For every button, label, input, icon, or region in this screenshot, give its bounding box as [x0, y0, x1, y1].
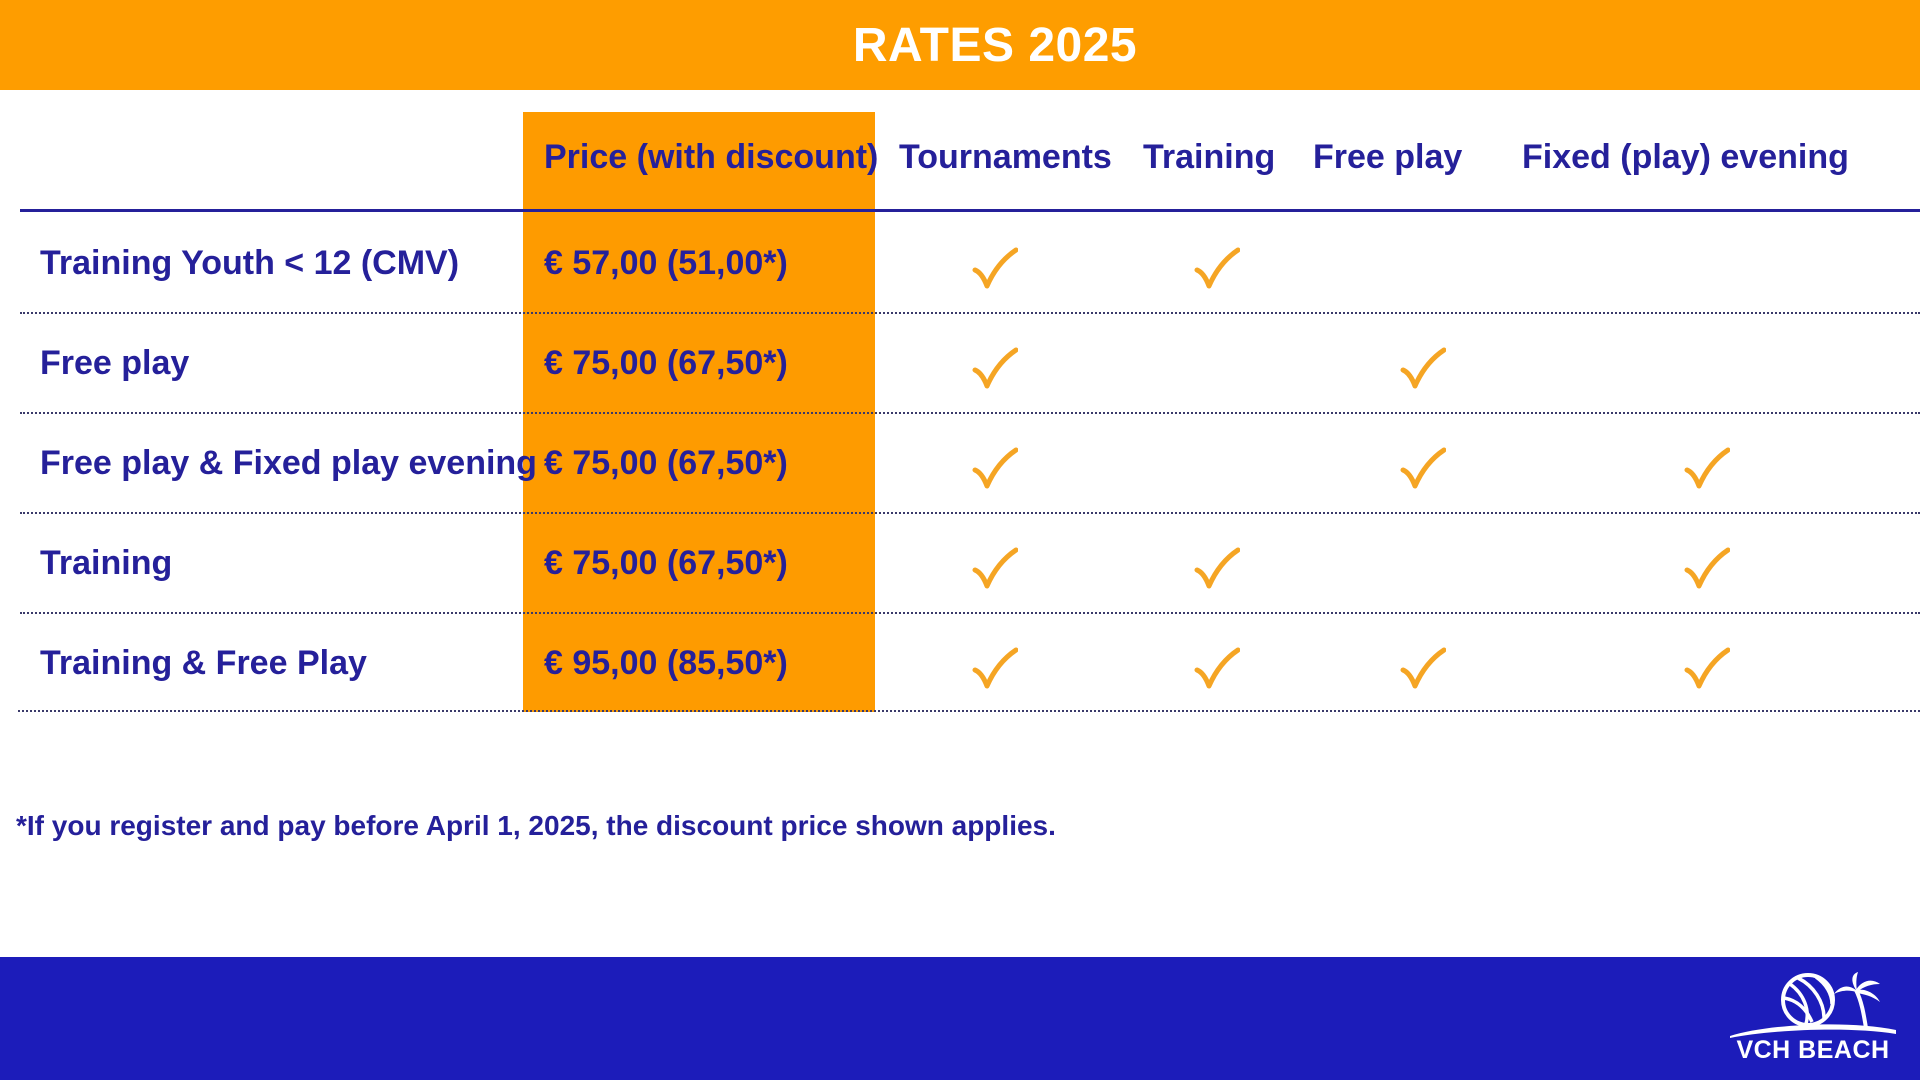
check-icon — [972, 646, 1018, 692]
row-label-training-youth: Training Youth < 12 (CMV) — [40, 244, 460, 282]
check-icon — [972, 346, 1018, 392]
row-price-training: € 75,00 (67,50*) — [544, 544, 788, 582]
column-header-fixed-evening: Fixed (play) evening — [1522, 138, 1849, 176]
bottom-bar — [0, 957, 1920, 1080]
check-icon — [1194, 246, 1240, 292]
logo-text: VCH BEACH — [1736, 1036, 1890, 1064]
check-icon — [1194, 546, 1240, 592]
column-header-tournaments: Tournaments — [899, 138, 1112, 176]
row-price-training-youth: € 57,00 (51,00*) — [544, 244, 788, 282]
top-banner — [0, 0, 1920, 90]
row-price-free-play-fixed-evening: € 75,00 (67,50*) — [544, 444, 788, 482]
volleyball-palm-icon — [1730, 972, 1896, 1038]
check-icon — [1400, 646, 1446, 692]
row-divider — [20, 612, 1920, 614]
row-label-free-play: Free play — [40, 344, 190, 382]
column-header-price: Price (with discount) — [544, 138, 879, 176]
vch-beach-logo: VCH BEACH — [1728, 972, 1898, 1072]
check-icon — [972, 546, 1018, 592]
row-price-training-free-play: € 95,00 (85,50*) — [544, 644, 788, 682]
row-divider — [20, 412, 1920, 414]
check-icon — [972, 446, 1018, 492]
check-icon — [1194, 646, 1240, 692]
page-title: RATES 2025 — [852, 19, 1138, 72]
discount-footnote: *If you register and pay before April 1,… — [16, 810, 1056, 841]
row-divider — [20, 512, 1920, 514]
check-icon — [972, 246, 1018, 292]
row-divider — [20, 312, 1920, 314]
check-icon — [1684, 646, 1730, 692]
column-header-training: Training — [1143, 138, 1276, 176]
row-divider — [18, 710, 1920, 712]
check-icon — [1400, 346, 1446, 392]
row-label-training: Training — [40, 544, 173, 582]
check-icon — [1400, 446, 1446, 492]
row-label-training-free-play: Training & Free Play — [40, 644, 367, 682]
header-divider — [20, 209, 1920, 212]
column-header-free-play: Free play — [1313, 138, 1463, 176]
check-icon — [1684, 546, 1730, 592]
row-price-free-play: € 75,00 (67,50*) — [544, 344, 788, 382]
check-icon — [1684, 446, 1730, 492]
row-label-free-play-fixed-evening: Free play & Fixed play evening — [40, 444, 537, 482]
